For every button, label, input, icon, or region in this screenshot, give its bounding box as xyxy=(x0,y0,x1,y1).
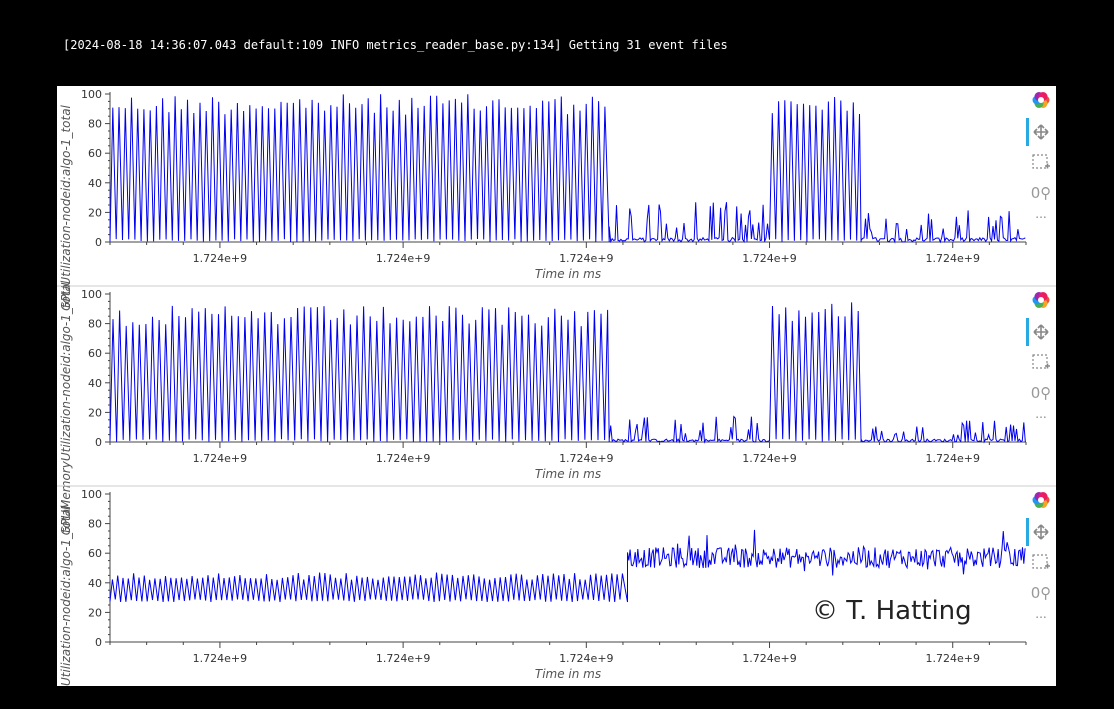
chart-panel: 0 20 40 60 80 100 1.724e+9 1.724e+9 1.724e+9 1.72… xyxy=(59,88,1051,311)
box-zoom-rect xyxy=(1032,154,1048,169)
chart-panel: 0 20 40 60 80 100 1.724e+9 1.724e+9 1.724e+9 1.72… xyxy=(57,280,1056,535)
active-tool-indicator xyxy=(1026,518,1029,546)
box-zoom-plus xyxy=(1045,563,1050,569)
y-tick-label: 60 xyxy=(88,547,102,560)
x-tick-label: 1.724e+9 xyxy=(376,252,430,265)
active-tool-indicator xyxy=(1026,318,1029,346)
box-zoom-plus xyxy=(1045,363,1050,369)
pan-arrows xyxy=(1033,124,1049,140)
bokeh-logo-icon[interactable] xyxy=(1032,492,1050,508)
pan-icon[interactable] xyxy=(1033,324,1049,340)
x-tick-label: 1.724e+9 xyxy=(559,252,613,265)
box-zoom-plus xyxy=(1045,163,1050,169)
chart-panel: 0 20 40 60 80 100 1.724e+9 1.724e+9 1.724e+9 1.72… xyxy=(57,485,1056,709)
y-axis-label: GPUUtilization-nodeid:algo-1_total xyxy=(59,104,73,310)
box-zoom-icon[interactable] xyxy=(1032,554,1050,569)
logo-center xyxy=(1038,497,1044,503)
y-tick-label: 40 xyxy=(88,177,102,190)
x-tick-label: 1.724e+9 xyxy=(193,452,247,465)
x-tick-label: 1.724e+9 xyxy=(559,652,613,665)
x-tick-label: 1.724e+9 xyxy=(925,252,979,265)
y-tick-label: 100 xyxy=(81,488,102,501)
watermark: © T. Hatting xyxy=(812,596,972,626)
y-tick-label: 0 xyxy=(95,436,102,449)
y-axis-label: CPUUtilization-nodeid:algo-1_total xyxy=(59,505,73,686)
y-tick-label: 60 xyxy=(88,347,102,360)
box-zoom-rect xyxy=(1032,354,1048,369)
y-tick-label: 80 xyxy=(88,518,102,531)
x-tick-label: 1.724e+9 xyxy=(193,252,247,265)
x-tick-label: 1.724e+9 xyxy=(742,452,796,465)
x-tick-label: 1.724e+9 xyxy=(376,652,430,665)
y-tick-label: 80 xyxy=(88,318,102,331)
y-tick-label: 40 xyxy=(88,377,102,390)
box-zoom-icon[interactable] xyxy=(1032,354,1050,369)
charts-svg: 0 20 40 60 80 100 1.724e+9 1.724e+9 1.724e+9 1.72… xyxy=(57,88,1056,709)
x-tick-label: 1.724e+9 xyxy=(376,452,430,465)
reset-icon[interactable]: 0⚲ xyxy=(1031,184,1052,202)
x-tick-label: 1.724e+9 xyxy=(925,652,979,665)
pan-icon[interactable] xyxy=(1033,124,1049,140)
series-line xyxy=(109,94,1026,244)
x-tick-label: 1.724e+9 xyxy=(742,252,796,265)
plot-area: 0 20 40 60 80 100 1.724e+9 1.724e+9 1.724e+9 1.72… xyxy=(57,86,1056,709)
x-axis-label: Time in ms xyxy=(535,467,601,481)
pan-icon[interactable] xyxy=(1033,524,1049,540)
y-axis-label: GPUMemoryUtilization-nodeid:algo-1_total xyxy=(59,280,73,535)
box-zoom-rect xyxy=(1032,554,1048,569)
active-tool-indicator xyxy=(1026,118,1029,146)
reset-icon[interactable]: 0⚲ xyxy=(1031,584,1052,602)
series-line xyxy=(109,302,1026,444)
bokeh-logo-icon[interactable] xyxy=(1032,92,1050,108)
y-tick-label: 20 xyxy=(88,406,102,419)
x-tick-label: 1.724e+9 xyxy=(193,652,247,665)
more-icon[interactable]: ... xyxy=(1035,607,1046,621)
reset-icon[interactable]: 0⚲ xyxy=(1031,384,1052,402)
y-tick-label: 20 xyxy=(88,606,102,619)
more-icon[interactable]: ... xyxy=(1035,407,1046,421)
y-tick-label: 100 xyxy=(81,288,102,301)
logo-center xyxy=(1038,297,1044,303)
y-tick-label: 40 xyxy=(88,577,102,590)
x-tick-label: 1.724e+9 xyxy=(925,452,979,465)
x-axis-label: Time in ms xyxy=(535,267,601,281)
y-tick-label: 80 xyxy=(88,118,102,131)
pan-arrows xyxy=(1033,524,1049,540)
x-axis-label: Time in ms xyxy=(535,667,601,681)
toolbar: 0⚲... xyxy=(1026,292,1051,421)
y-tick-label: 0 xyxy=(95,636,102,649)
series-line xyxy=(109,529,1026,603)
bokeh-logo-icon[interactable] xyxy=(1032,292,1050,308)
toolbar: 0⚲... xyxy=(1026,92,1051,221)
y-tick-label: 100 xyxy=(81,88,102,101)
more-icon[interactable]: ... xyxy=(1035,207,1046,221)
y-tick-label: 0 xyxy=(95,236,102,249)
box-zoom-icon[interactable] xyxy=(1032,154,1050,169)
x-tick-label: 1.724e+9 xyxy=(559,452,613,465)
logo-center xyxy=(1038,97,1044,103)
y-tick-label: 20 xyxy=(88,206,102,219)
pan-arrows xyxy=(1033,324,1049,340)
x-tick-label: 1.724e+9 xyxy=(742,652,796,665)
y-tick-label: 60 xyxy=(88,147,102,160)
toolbar: 0⚲... xyxy=(1026,492,1051,621)
log-line: [2024-08-18 14:36:07.043 default:109 INF… xyxy=(63,38,728,52)
